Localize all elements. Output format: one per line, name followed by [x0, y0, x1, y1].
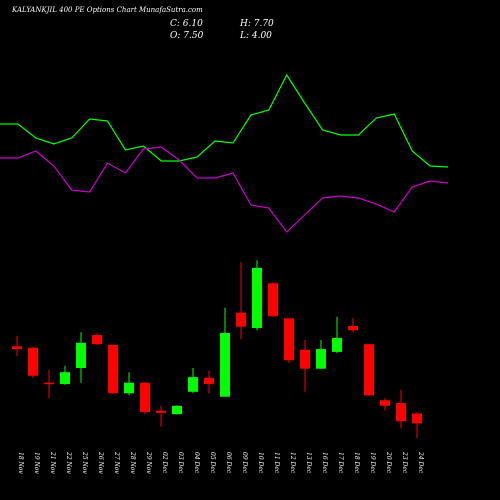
- candle-body: [380, 400, 390, 406]
- open-info: O: 7.50: [170, 31, 204, 41]
- x-tick-label: 25 Nov: [81, 451, 88, 474]
- x-tick-label: 10 Dec: [257, 452, 264, 474]
- candle-body: [28, 347, 38, 376]
- x-tick-label: 05 Dec: [209, 452, 216, 474]
- candle-body: [76, 342, 86, 368]
- overlay-line: [0, 146, 449, 233]
- candle-body: [332, 337, 342, 352]
- high-info: H: 7.70: [239, 19, 274, 29]
- candle-body: [316, 349, 326, 369]
- candle-body: [140, 382, 150, 413]
- x-tick-label: 21 Nov: [49, 451, 56, 474]
- x-tick-label: 23 Dec: [401, 451, 408, 474]
- x-tick-label: 12 Dec: [289, 452, 296, 474]
- candle-body: [252, 267, 262, 329]
- candle-body: [396, 403, 406, 422]
- x-tick-label: 26 Nov: [97, 451, 104, 474]
- x-tick-label: 02 Dec: [161, 452, 168, 474]
- x-tick-label: 27 Nov: [113, 451, 120, 474]
- close-info: C: 6.10: [170, 19, 203, 29]
- candle-body: [172, 405, 182, 415]
- x-tick-label: 18 Nov: [17, 452, 24, 474]
- candle-body: [204, 377, 214, 385]
- x-tick-label: 22 Nov: [65, 451, 72, 474]
- x-tick-label: 06 Dec: [225, 452, 232, 474]
- candle-body: [12, 346, 22, 350]
- candle-body: [220, 333, 230, 397]
- x-tick-label: 04 Dec: [193, 452, 200, 474]
- candle-body: [300, 349, 310, 369]
- x-tick-label: 19 Nov: [33, 452, 40, 474]
- x-tick-label: 24 Dec: [417, 451, 424, 474]
- candle-body: [188, 377, 198, 392]
- candle-body: [156, 410, 166, 413]
- x-tick-label: 28 Nov: [129, 451, 136, 474]
- x-tick-label: 11 Dec: [273, 452, 280, 474]
- low-info: L: 4.00: [239, 31, 272, 41]
- candle-body: [92, 335, 102, 345]
- chart-title: KALYANKJIL 400 PE Options Chart MunafaSu…: [11, 6, 203, 14]
- candle-body: [268, 283, 278, 317]
- overlay-line: [0, 73, 449, 168]
- x-tick-label: 29 Nov: [145, 451, 152, 474]
- candle-body: [284, 318, 294, 361]
- x-tick-label: 16 Dec: [321, 452, 328, 474]
- candle-body: [108, 344, 118, 394]
- x-tick-label: 13 Dec: [305, 452, 312, 474]
- x-tick-label: 19 Dec: [369, 452, 376, 474]
- x-tick-label: 09 Dec: [241, 452, 248, 474]
- x-tick-label: 20 Dec: [385, 451, 392, 474]
- x-tick-label: 17 Dec: [337, 452, 344, 474]
- candle-body: [412, 413, 422, 424]
- candle-body: [60, 372, 70, 385]
- candle-body: [236, 312, 246, 327]
- candle-body: [124, 382, 134, 394]
- candle-body: [44, 382, 54, 385]
- x-tick-label: 03 Dec: [177, 452, 184, 474]
- candle-body: [348, 326, 358, 331]
- candle-body: [364, 344, 374, 396]
- x-tick-label: 18 Dec: [353, 452, 360, 474]
